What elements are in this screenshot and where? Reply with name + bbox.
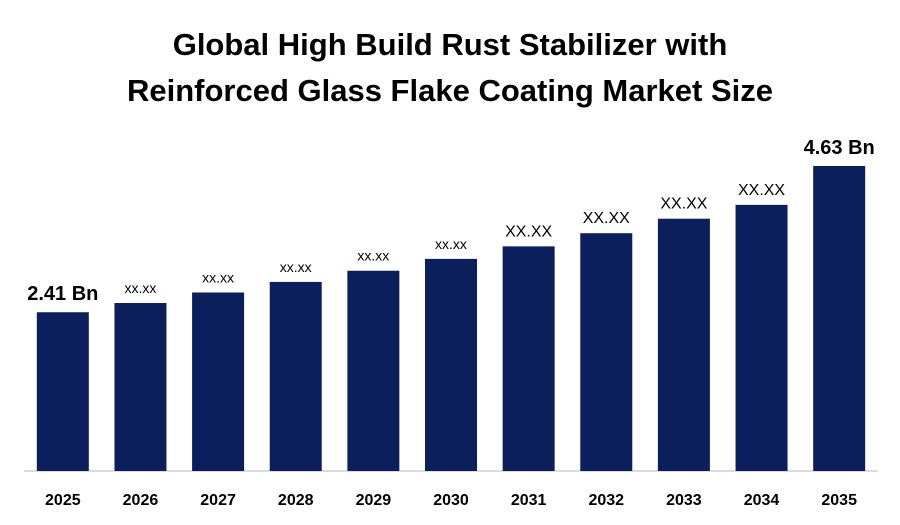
data-label-2035: 4.63 Bn: [804, 137, 875, 159]
data-label-2033: XX.XX: [660, 196, 707, 213]
data-label-2032: XX.XX: [583, 210, 630, 227]
data-label-2030: xx.xx: [435, 236, 467, 252]
data-label-2025: 2.41 Bn: [27, 283, 98, 305]
x-tick-label-2029: 2029: [356, 492, 392, 509]
bar-2035: [813, 166, 866, 471]
bar-2028: [269, 281, 322, 471]
chart-title-line-2: Reinforced Glass Flake Coating Market Si…: [126, 73, 774, 108]
x-tick-label-2035: 2035: [821, 492, 857, 509]
bar-2030: [425, 258, 477, 471]
bar-2025: [36, 312, 89, 471]
x-tick-label-2032: 2032: [588, 492, 624, 509]
data-label-2029: xx.xx: [357, 248, 389, 264]
x-tick-label-2027: 2027: [200, 492, 236, 509]
x-tick-label-2028: 2028: [278, 492, 314, 509]
chart-title-line-1: Global High Build Rust Stabilizer with: [172, 27, 728, 62]
data-label-2026: xx.xx: [125, 280, 157, 296]
bar-2027: [192, 292, 245, 471]
bar-2032: [580, 233, 633, 471]
x-tick-label-2025: 2025: [45, 492, 81, 509]
x-tick-label-2026: 2026: [123, 492, 159, 509]
chart-title: Global High Build Rust Stabilizer with R…: [0, 22, 900, 114]
data-label-2028: xx.xx: [280, 259, 312, 275]
x-tick-label-2031: 2031: [511, 492, 547, 509]
x-tick-label-2030: 2030: [433, 492, 469, 509]
x-tick-label-2034: 2034: [744, 492, 780, 509]
bar-2029: [347, 270, 400, 471]
data-label-2034: XX.XX: [738, 182, 785, 199]
bar-2031: [502, 246, 555, 471]
x-tick-label-2033: 2033: [666, 492, 702, 509]
bar-2033: [657, 218, 710, 471]
bar-2034: [735, 204, 788, 471]
data-label-2027: xx.xx: [202, 269, 234, 285]
data-label-2031: XX.XX: [505, 223, 552, 240]
bar-2026: [114, 303, 167, 471]
